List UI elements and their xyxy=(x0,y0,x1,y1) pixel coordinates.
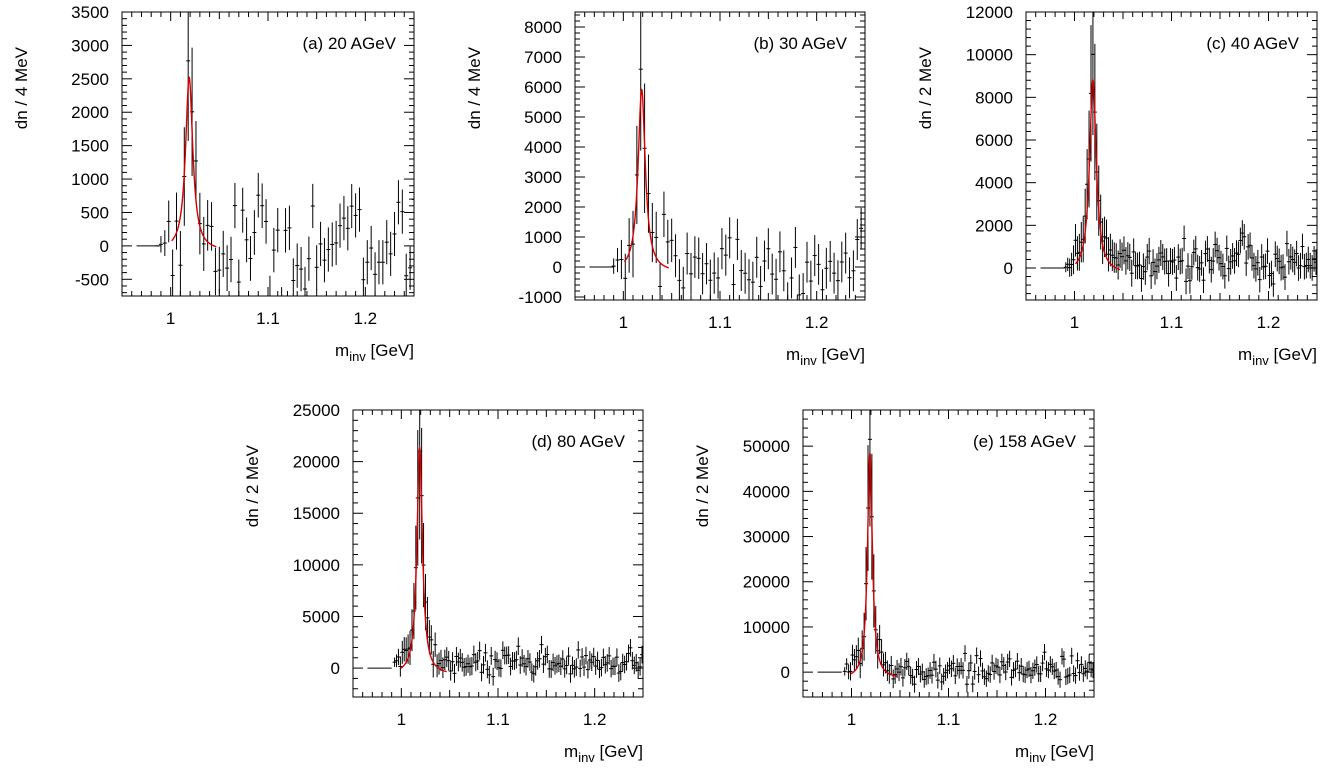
x-tick-label: 1 xyxy=(847,710,856,729)
x-tick-label: 1.1 xyxy=(256,309,280,328)
y-tick-label: 1500 xyxy=(71,137,109,156)
y-tick-label: 50000 xyxy=(743,437,790,456)
y-tick-label: 0 xyxy=(1004,259,1013,278)
y-tick-label: 1000 xyxy=(71,170,109,189)
y-tick-label: 3500 xyxy=(71,3,109,22)
plot-frame xyxy=(121,11,415,297)
y-tick-label: 5000 xyxy=(302,607,340,626)
x-tick-label: 1.2 xyxy=(1257,313,1281,332)
y-tick-label: 20000 xyxy=(743,573,790,592)
y-tick-label: 15000 xyxy=(293,504,340,523)
y-axis-label: dn / 2 MeV xyxy=(916,46,935,129)
panel-label: (b) 30 AGeV xyxy=(753,34,847,53)
panel-label: (d) 80 AGeV xyxy=(531,432,625,451)
x-axis-label: minv [GeV] xyxy=(1015,742,1094,765)
x-tick-label: 1.1 xyxy=(1160,313,1184,332)
y-tick-label: 8000 xyxy=(975,88,1013,107)
panel-label: (c) 40 AGeV xyxy=(1206,34,1299,53)
y-axis-label: dn / 4 MeV xyxy=(465,46,484,129)
x-axis-label: minv [GeV] xyxy=(564,742,643,765)
y-tick-label: -1000 xyxy=(519,288,562,307)
y-tick-label: 0 xyxy=(331,659,340,678)
x-tick-label: 1 xyxy=(1070,313,1079,332)
y-tick-label: 8000 xyxy=(524,18,562,37)
fit-curve xyxy=(399,445,447,673)
fit-curve xyxy=(623,88,669,269)
panel-label: (e) 158 AGeV xyxy=(973,432,1077,451)
y-tick-label: 3000 xyxy=(71,36,109,55)
data-points xyxy=(367,410,643,686)
x-axis-label: minv [GeV] xyxy=(786,345,865,368)
y-axis-label: dn / 4 MeV xyxy=(12,46,31,129)
y-tick-label: 3000 xyxy=(524,168,562,187)
y-tick-label: 0 xyxy=(781,663,790,682)
x-axis-label: minv [GeV] xyxy=(335,341,414,364)
x-tick-label: 1 xyxy=(397,710,406,729)
y-tick-label: 2000 xyxy=(975,216,1013,235)
x-tick-label: 1.2 xyxy=(354,309,378,328)
y-tick-label: 2000 xyxy=(524,198,562,217)
panel-b: 1 1.1 1.2 -1000 0 1000 2000 3000 4000 5000 6000 700… xyxy=(465,11,866,368)
fit-curve xyxy=(1074,78,1121,271)
y-axis-label: dn / 2 MeV xyxy=(693,444,712,527)
y-tick-label: 0 xyxy=(553,258,562,277)
panel-label: (a) 20 AGeV xyxy=(302,34,396,53)
x-tick-label: 1.1 xyxy=(486,710,510,729)
panel-d: 1 1.1 1.2 0 5000 10000 15000 20000 25000 dn / 2 M… xyxy=(243,401,644,765)
x-tick-label: 1.1 xyxy=(708,313,732,332)
x-tick-label: 1 xyxy=(166,309,175,328)
y-axis-label: dn / 2 MeV xyxy=(243,444,262,527)
panel-e: 1 1.1 1.2 0 10000 20000 30000 40000 50000 dn / 2 … xyxy=(693,409,1095,765)
y-tick-label: 10000 xyxy=(743,618,790,637)
panel-a: 1 1.1 1.2 -500 0 500 1000 1500 2000 2500 3000 3500 d… xyxy=(12,3,415,364)
y-tick-label: 2500 xyxy=(71,70,109,89)
y-tick-label: 500 xyxy=(81,203,109,222)
plot-frame xyxy=(352,409,644,698)
data-points xyxy=(817,410,1094,693)
data-points xyxy=(136,12,414,296)
y-tick-label: 25000 xyxy=(293,401,340,420)
x-tick-label: 1 xyxy=(619,313,628,332)
y-tick-label: 0 xyxy=(100,237,109,256)
y-tick-label: 7000 xyxy=(524,48,562,67)
plot-frame xyxy=(574,11,866,301)
y-tick-label: 4000 xyxy=(524,138,562,157)
y-tick-label: -500 xyxy=(75,270,109,289)
x-tick-label: 1.2 xyxy=(583,710,607,729)
data-points xyxy=(1040,12,1317,297)
y-tick-label: 1000 xyxy=(524,228,562,247)
fit-curve xyxy=(171,76,217,248)
y-tick-label: 10000 xyxy=(293,556,340,575)
y-tick-label: 6000 xyxy=(975,131,1013,150)
x-axis-label: minv [GeV] xyxy=(1238,345,1317,368)
y-tick-label: 30000 xyxy=(743,528,790,547)
plot-frame xyxy=(802,409,1095,698)
y-tick-label: 40000 xyxy=(743,482,790,501)
x-tick-label: 1.2 xyxy=(1034,710,1058,729)
y-tick-label: 12000 xyxy=(966,3,1013,22)
x-tick-label: 1.1 xyxy=(937,710,961,729)
data-points xyxy=(589,12,865,300)
y-tick-label: 4000 xyxy=(975,174,1013,193)
fit-curve xyxy=(850,452,898,678)
y-tick-label: 6000 xyxy=(524,78,562,97)
y-tick-label: 20000 xyxy=(293,453,340,472)
y-tick-label: 5000 xyxy=(524,108,562,127)
plot-frame xyxy=(1025,11,1318,301)
panel-c: 1 1.1 1.2 0 2000 4000 6000 8000 10000 12000 dn / 2… xyxy=(916,3,1318,368)
x-tick-label: 1.2 xyxy=(805,313,829,332)
y-tick-label: 10000 xyxy=(966,46,1013,65)
y-tick-label: 2000 xyxy=(71,103,109,122)
